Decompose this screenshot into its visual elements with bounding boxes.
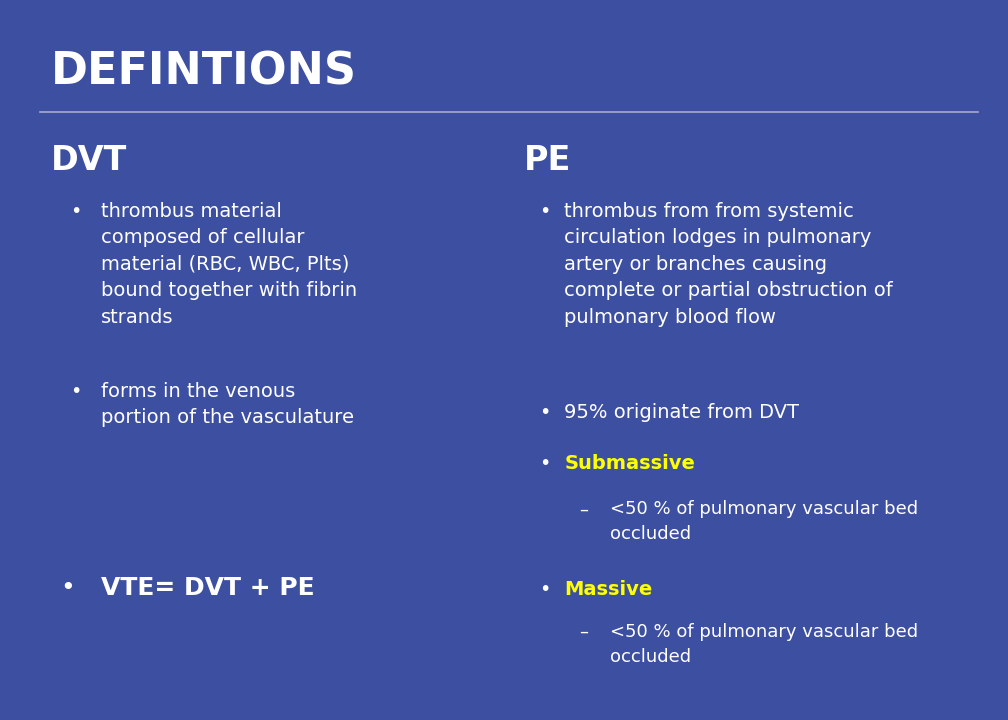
Text: •: • — [539, 454, 550, 472]
Text: <50 % of pulmonary vascular bed
occluded: <50 % of pulmonary vascular bed occluded — [610, 623, 918, 666]
Text: forms in the venous
portion of the vasculature: forms in the venous portion of the vascu… — [101, 382, 354, 427]
Text: •: • — [539, 202, 550, 220]
Text: •: • — [539, 580, 550, 598]
Text: thrombus from from systemic
circulation lodges in pulmonary
artery or branches c: thrombus from from systemic circulation … — [564, 202, 893, 327]
Text: –: – — [580, 500, 589, 518]
Text: •: • — [539, 403, 550, 422]
Text: VTE= DVT + PE: VTE= DVT + PE — [101, 576, 314, 600]
Text: •: • — [71, 202, 82, 220]
Text: <50 % of pulmonary vascular bed
occluded: <50 % of pulmonary vascular bed occluded — [610, 500, 918, 544]
Text: •: • — [60, 576, 76, 600]
Text: DEFINTIONS: DEFINTIONS — [50, 50, 357, 94]
Text: Massive: Massive — [564, 580, 653, 598]
Text: DVT: DVT — [50, 144, 127, 177]
Text: PE: PE — [524, 144, 572, 177]
Text: Submassive: Submassive — [564, 454, 696, 472]
Text: •: • — [71, 382, 82, 400]
Text: –: – — [580, 623, 589, 641]
Text: thrombus material
composed of cellular
material (RBC, WBC, Plts)
bound together : thrombus material composed of cellular m… — [101, 202, 357, 327]
Text: 95% originate from DVT: 95% originate from DVT — [564, 403, 799, 422]
